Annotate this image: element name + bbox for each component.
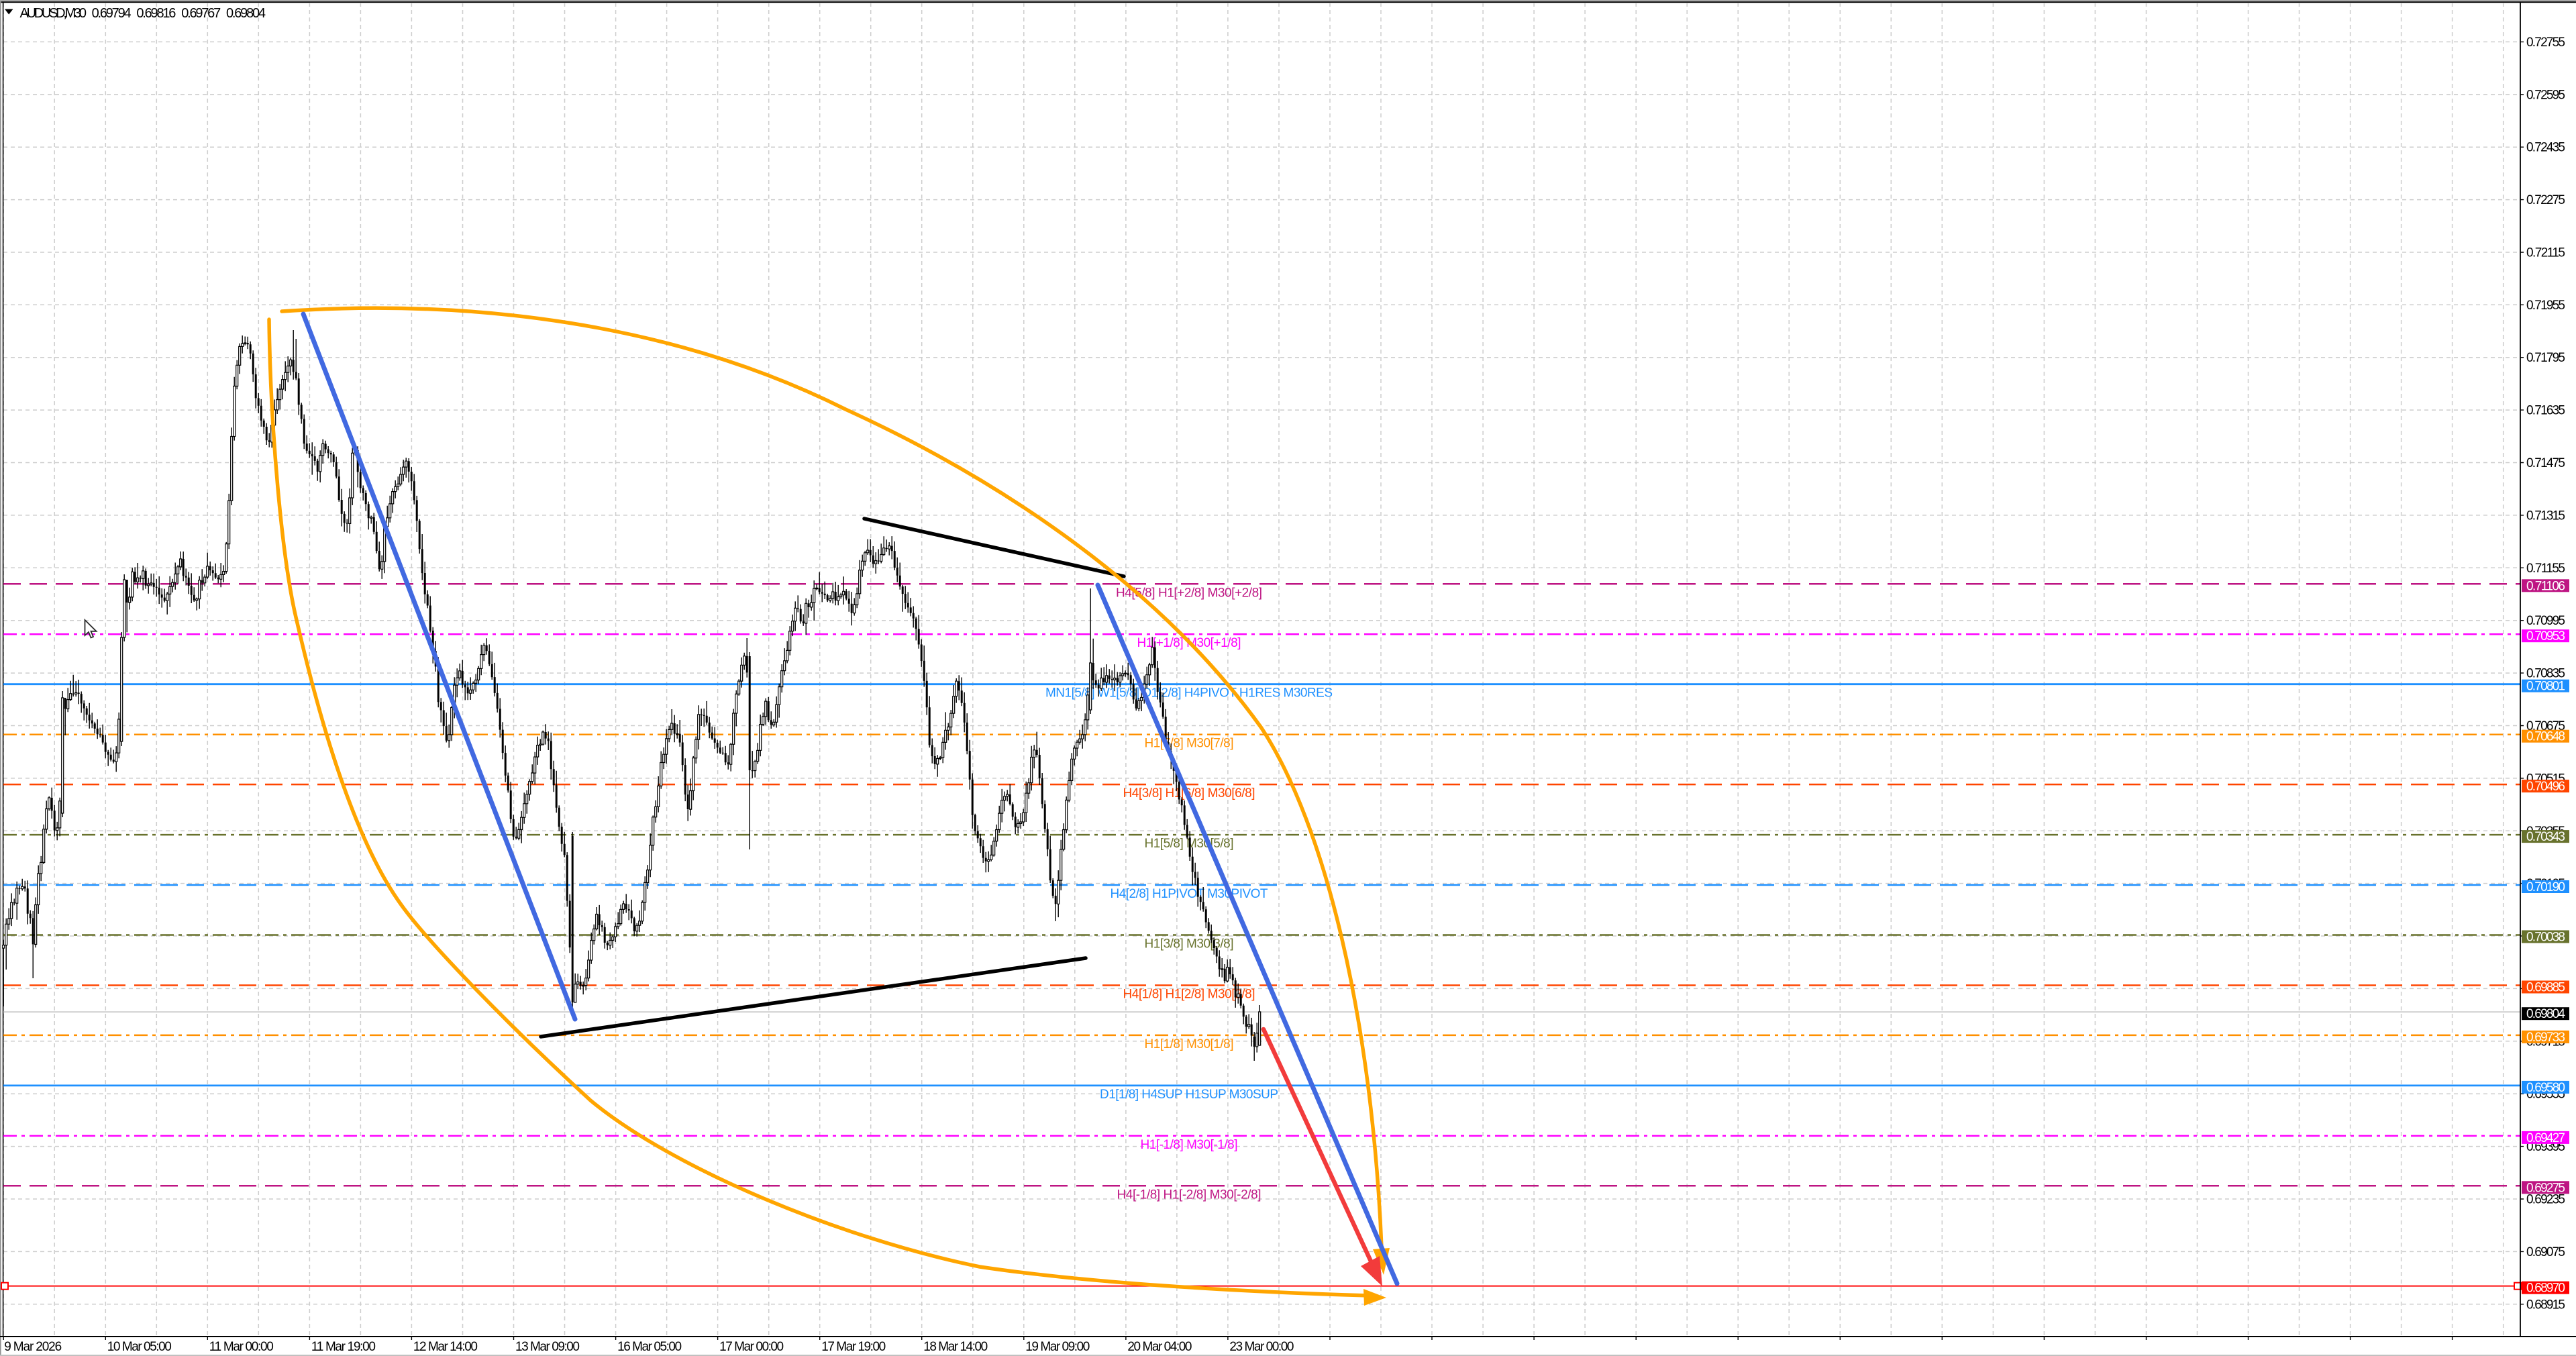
svg-text:H4[-1/8] H1[-2/8] M30[-2/8]: H4[-1/8] H1[-2/8] M30[-2/8] xyxy=(1117,1188,1261,1202)
svg-text:0.71955: 0.71955 xyxy=(2526,299,2565,313)
svg-text:0.71475: 0.71475 xyxy=(2526,456,2565,470)
svg-text:11 Mar 19:00: 11 Mar 19:00 xyxy=(311,1340,376,1354)
svg-text:0.71315: 0.71315 xyxy=(2526,509,2565,523)
svg-text:0.70038: 0.70038 xyxy=(2526,931,2565,945)
svg-text:MN1[5/8] W1[5/8] D1[2/8] H4PIV: MN1[5/8] W1[5/8] D1[2/8] H4PIVOT H1RES M… xyxy=(1045,686,1333,700)
svg-text:0.72115: 0.72115 xyxy=(2526,246,2565,260)
svg-text:0.70953: 0.70953 xyxy=(2526,629,2565,643)
svg-text:0.70995: 0.70995 xyxy=(2526,614,2565,628)
svg-text:H1[7/8] M30[7/8]: H1[7/8] M30[7/8] xyxy=(1145,737,1234,751)
svg-text:D1[1/8] H4SUP H1SUP M30SUP: D1[1/8] H4SUP H1SUP M30SUP xyxy=(1100,1088,1278,1102)
svg-text:0.69794: 0.69794 xyxy=(92,6,132,21)
svg-text:0.70648: 0.70648 xyxy=(2526,730,2565,744)
svg-text:0.70801: 0.70801 xyxy=(2526,680,2565,694)
svg-text:0.69804: 0.69804 xyxy=(2526,1007,2565,1021)
svg-text:12 Mar 14:00: 12 Mar 14:00 xyxy=(413,1340,478,1354)
svg-text:0.71635: 0.71635 xyxy=(2526,404,2565,418)
svg-text:0.71795: 0.71795 xyxy=(2526,351,2565,365)
svg-text:18 Mar 14:00: 18 Mar 14:00 xyxy=(923,1340,988,1354)
svg-text:0.70835: 0.70835 xyxy=(2526,667,2565,681)
svg-text:10 Mar 05:00: 10 Mar 05:00 xyxy=(107,1340,172,1354)
svg-text:0.69733: 0.69733 xyxy=(2526,1031,2565,1045)
svg-text:0.68915: 0.68915 xyxy=(2526,1298,2565,1312)
svg-text:0.71155: 0.71155 xyxy=(2526,562,2565,576)
svg-text:11 Mar 00:00: 11 Mar 00:00 xyxy=(209,1340,274,1354)
svg-text:0.72275: 0.72275 xyxy=(2526,193,2565,207)
svg-text:0.68970: 0.68970 xyxy=(2526,1282,2565,1296)
svg-text:0.69075: 0.69075 xyxy=(2526,1245,2565,1259)
svg-text:0.69275: 0.69275 xyxy=(2526,1181,2565,1195)
svg-text:0.69767: 0.69767 xyxy=(181,6,221,21)
svg-text:23 Mar 00:00: 23 Mar 00:00 xyxy=(1229,1340,1294,1354)
svg-text:0.70190: 0.70190 xyxy=(2526,880,2565,894)
svg-text:H1[3/8] M30[3/8]: H1[3/8] M30[3/8] xyxy=(1145,937,1234,951)
svg-text:0.72435: 0.72435 xyxy=(2526,141,2565,155)
svg-text:17 Mar 19:00: 17 Mar 19:00 xyxy=(821,1340,886,1354)
svg-text:20 Mar 04:00: 20 Mar 04:00 xyxy=(1127,1340,1192,1354)
svg-text:0.69804: 0.69804 xyxy=(226,6,266,21)
svg-text:13 Mar 09:00: 13 Mar 09:00 xyxy=(515,1340,580,1354)
svg-text:AUDUSD,M30: AUDUSD,M30 xyxy=(20,6,87,21)
svg-text:16 Mar 05:00: 16 Mar 05:00 xyxy=(617,1340,682,1354)
svg-text:9 Mar 2026: 9 Mar 2026 xyxy=(4,1340,62,1354)
svg-text:0.70343: 0.70343 xyxy=(2526,830,2565,844)
svg-text:0.71106: 0.71106 xyxy=(2526,579,2565,593)
svg-text:0.72595: 0.72595 xyxy=(2526,88,2565,102)
svg-text:H4[5/8] H1[+2/8] M30[+2/8]: H4[5/8] H1[+2/8] M30[+2/8] xyxy=(1116,586,1262,600)
svg-text:0.69816: 0.69816 xyxy=(136,6,176,21)
svg-text:0.69427: 0.69427 xyxy=(2526,1131,2565,1145)
svg-text:0.72755: 0.72755 xyxy=(2526,36,2565,50)
svg-text:0.69580: 0.69580 xyxy=(2526,1081,2565,1095)
svg-text:0.70496: 0.70496 xyxy=(2526,780,2565,794)
svg-text:H4[2/8] H1PIVOT M30PIVOT: H4[2/8] H1PIVOT M30PIVOT xyxy=(1111,887,1268,901)
svg-text:0.69235: 0.69235 xyxy=(2526,1193,2565,1207)
svg-text:17 Mar 00:00: 17 Mar 00:00 xyxy=(719,1340,784,1354)
svg-text:H1[1/8] M30[1/8]: H1[1/8] M30[1/8] xyxy=(1145,1037,1234,1051)
svg-text:H1[-1/8] M30[-1/8]: H1[-1/8] M30[-1/8] xyxy=(1141,1138,1238,1152)
svg-text:19 Mar 09:00: 19 Mar 09:00 xyxy=(1025,1340,1090,1354)
svg-text:0.69885: 0.69885 xyxy=(2526,981,2565,995)
svg-text:H4[1/8] H1[2/8] M30[2/8]: H4[1/8] H1[2/8] M30[2/8] xyxy=(1123,988,1255,1002)
